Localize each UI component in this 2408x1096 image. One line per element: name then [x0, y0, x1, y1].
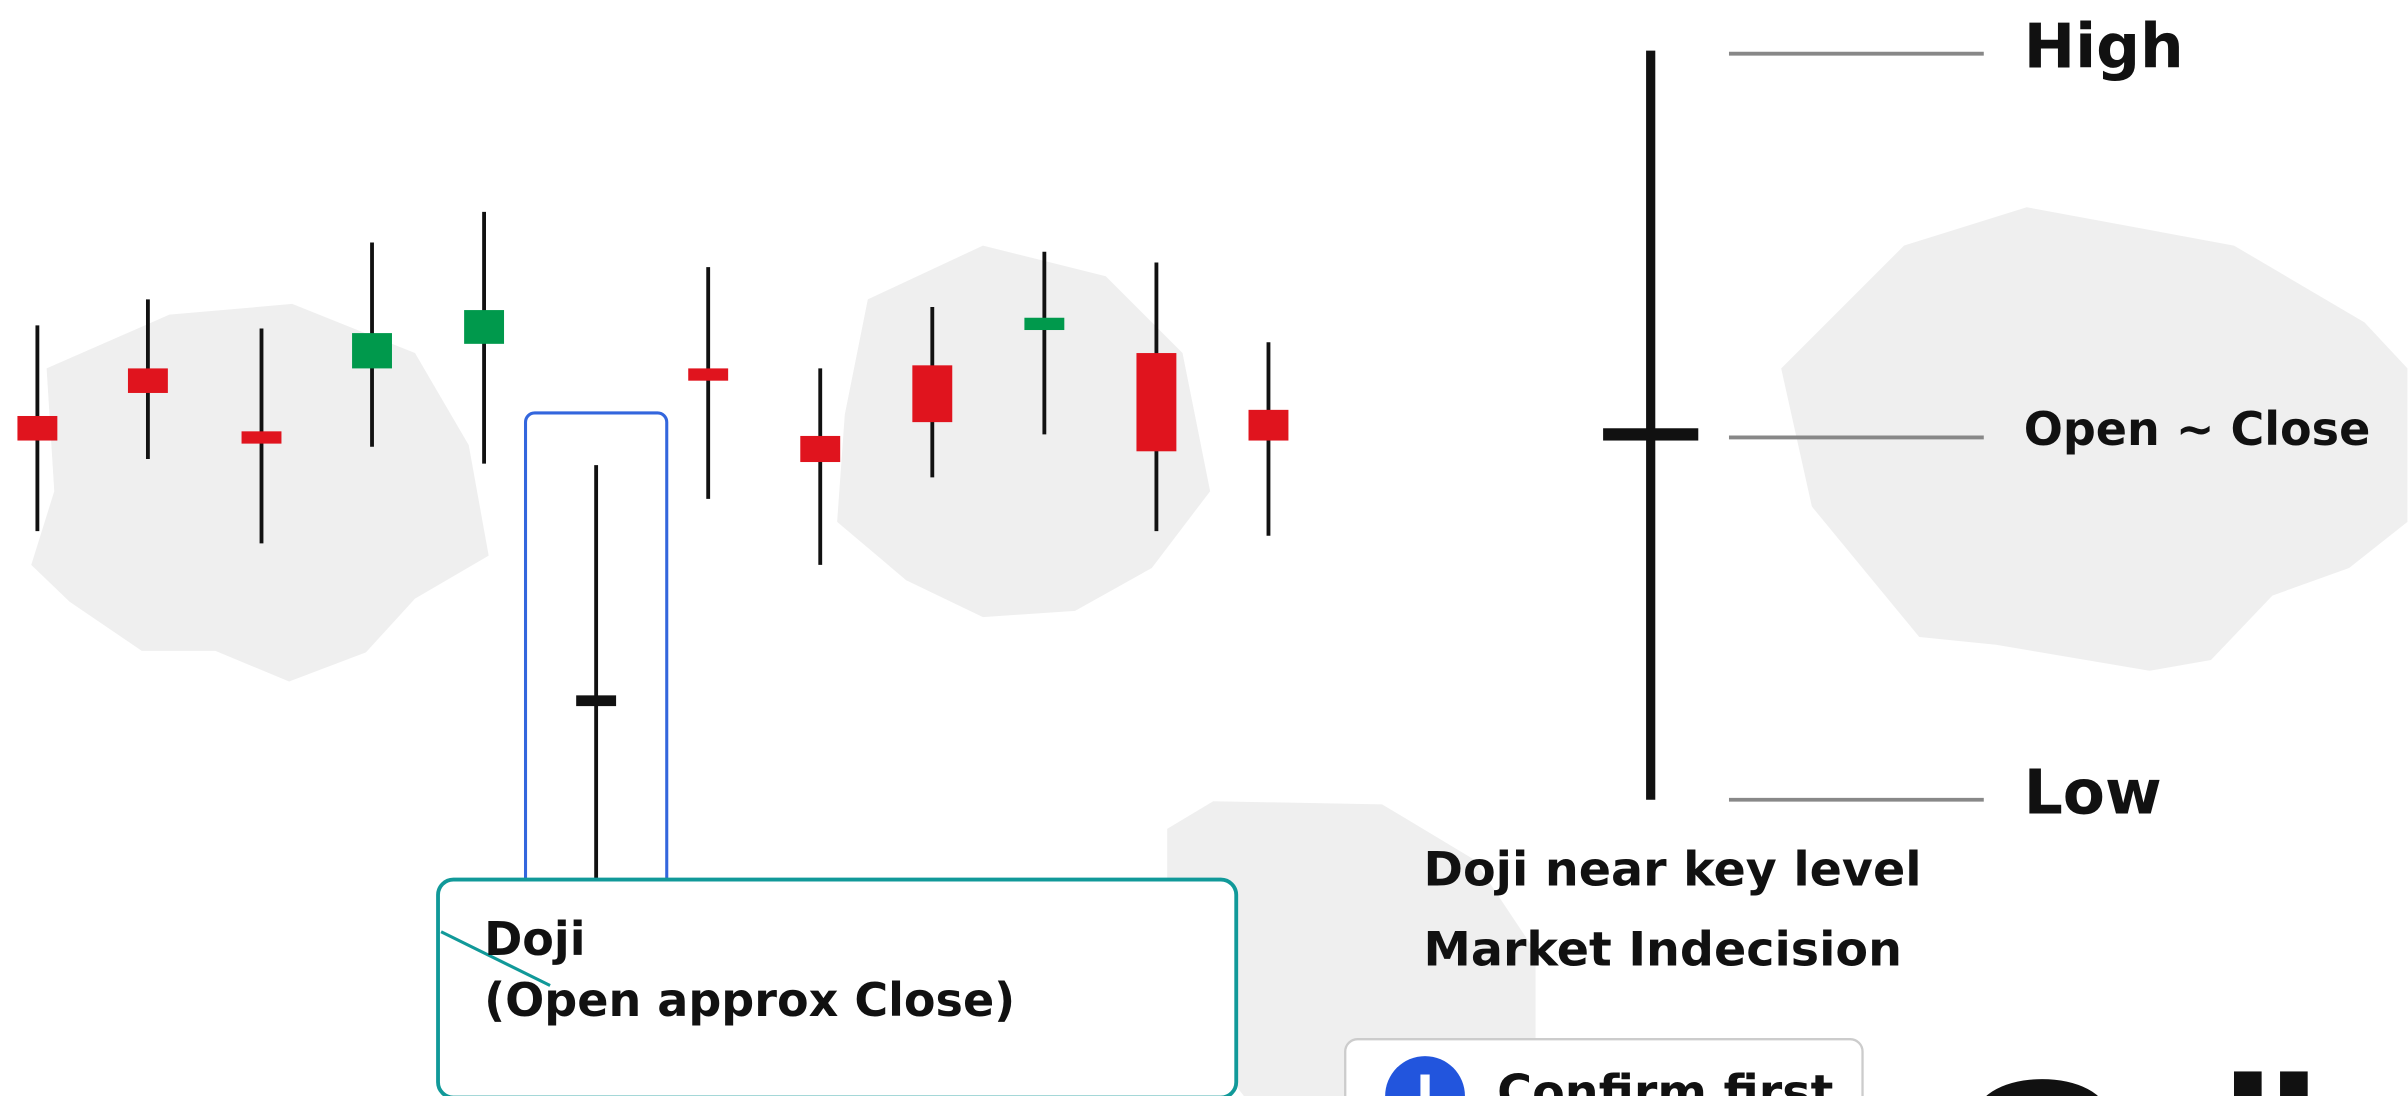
callout-title: Doji: [484, 912, 585, 966]
candle-body: [241, 431, 282, 444]
blob: [1167, 801, 1536, 1096]
candle-body: [127, 368, 168, 393]
blob: [1781, 207, 2408, 671]
note: Doji near key level: [1424, 843, 1922, 898]
candle-body: [1024, 317, 1065, 331]
candle-body: [576, 695, 617, 707]
candle-body: [688, 368, 729, 381]
note: Market Indecision: [1424, 923, 1902, 978]
candle-body: [352, 333, 392, 369]
candle-body: [1136, 353, 1177, 452]
candle-body: [17, 415, 58, 441]
candle-body: [800, 435, 841, 463]
callout-pointer: [440, 930, 551, 987]
anatomy-body: [1603, 428, 1699, 441]
candle-body: [1248, 409, 1289, 441]
partial-glyph: [2280, 1071, 2308, 1096]
candle-body: [912, 365, 953, 423]
label-open-close: Open ~ Close: [2024, 402, 2371, 456]
partial-glyph: [2233, 1071, 2262, 1096]
info-icon-glyph: [1420, 1074, 1430, 1096]
candle-body: [464, 310, 505, 344]
callout-subtitle: (Open approx Close): [484, 973, 1015, 1027]
info-box: [1344, 1038, 1864, 1096]
label-low: Low: [2024, 758, 2162, 829]
partial-glyph: [1986, 1079, 2098, 1096]
info-text: Confirm first: [1497, 1065, 1833, 1096]
callout-box: [436, 877, 1239, 1096]
candles: [17, 211, 1289, 883]
label-high: High: [2024, 12, 2184, 83]
